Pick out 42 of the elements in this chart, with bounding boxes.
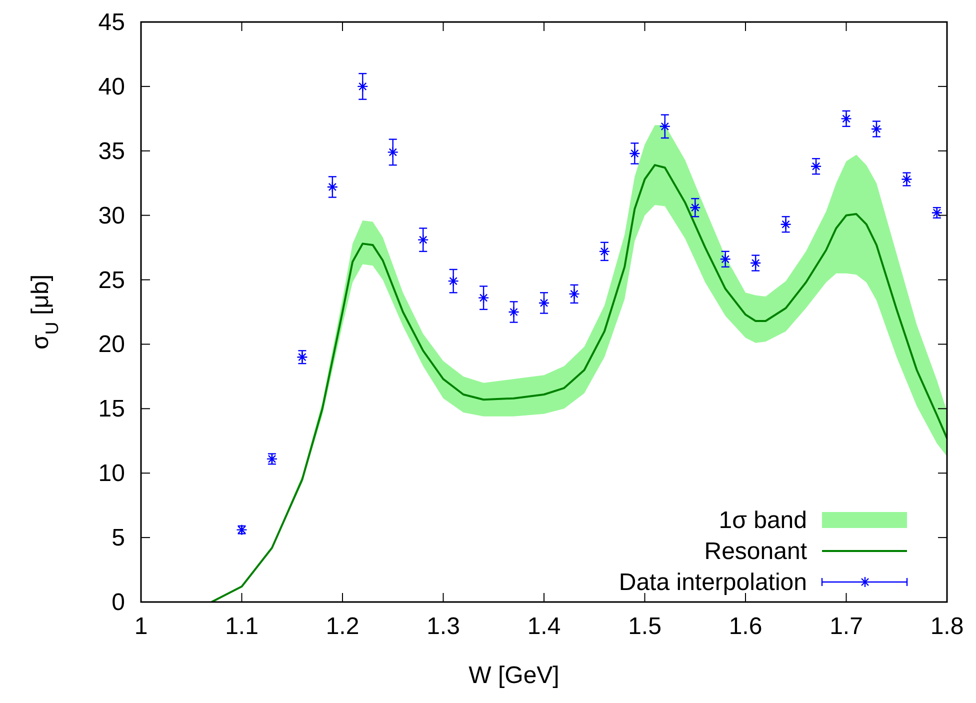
- y-tick-label: 20: [98, 331, 125, 358]
- y-tick-label: 35: [98, 138, 125, 165]
- point: [659, 120, 670, 132]
- point: [598, 246, 610, 258]
- x-tick-label: 1.2: [326, 613, 360, 640]
- y-tick-label: 10: [98, 460, 125, 488]
- legend-label: Data interpolation: [618, 569, 807, 596]
- x-tick-label: 1.7: [830, 613, 863, 640]
- point: [326, 181, 338, 193]
- annotation: 1σ band: [718, 507, 807, 534]
- point: [508, 306, 520, 318]
- point: [690, 202, 701, 214]
- point: [750, 257, 762, 269]
- point: [568, 288, 580, 300]
- x-axis-title: W [GeV]: [468, 662, 560, 689]
- x-tick-label: 1: [134, 613, 148, 640]
- legend-label: Resonant: [704, 538, 808, 565]
- point: [840, 113, 852, 124]
- point: [357, 80, 368, 92]
- point: [810, 160, 822, 172]
- point: [387, 146, 398, 158]
- y-tick-label: 45: [98, 9, 125, 36]
- y-tick-label: 0: [112, 589, 125, 616]
- y-tick-label: 40: [98, 73, 125, 100]
- y-tick-label: 25: [98, 266, 125, 294]
- y-tick-label: 15: [98, 396, 125, 423]
- point: [720, 254, 731, 265]
- x-tick-label: 1.3: [426, 613, 460, 640]
- x-tick-label: 1.4: [527, 613, 561, 640]
- y-tick-label: 5: [112, 524, 125, 552]
- point: [538, 297, 550, 309]
- x-tick-label: 1.8: [930, 613, 964, 640]
- point: [870, 123, 882, 135]
- x-tick-label: 1.1: [225, 613, 258, 640]
- point: [478, 292, 490, 304]
- x-tick-label: 1.6: [728, 613, 762, 640]
- point: [448, 275, 459, 287]
- point: [629, 148, 640, 160]
- point: [780, 218, 792, 230]
- x-tick-label: 1.5: [628, 613, 662, 640]
- y-tick-label: 30: [98, 202, 125, 230]
- point: [418, 234, 429, 246]
